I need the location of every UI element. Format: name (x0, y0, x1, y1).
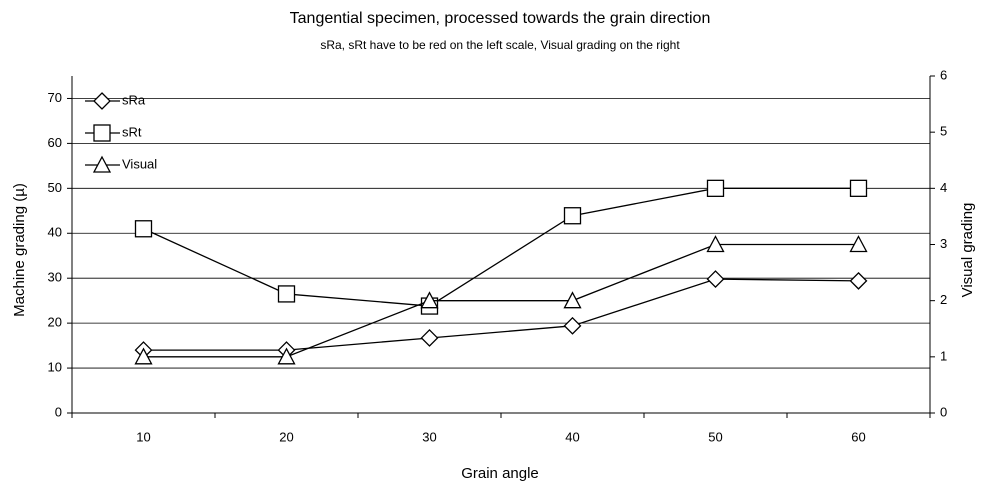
marker (134, 347, 153, 365)
x-tick-label: 50 (708, 429, 722, 444)
marker (849, 271, 868, 290)
y2-tick-label: 4 (940, 180, 947, 195)
y2-axis-label: Visual grading (959, 203, 976, 298)
y2-tick-label: 6 (940, 67, 947, 82)
x-axis-label: Grain angle (461, 465, 539, 482)
x-tick-label: 30 (422, 429, 436, 444)
chart-title: Tangential specimen, processed towards t… (290, 10, 711, 27)
legend-label: Visual (122, 156, 157, 171)
marker (420, 329, 439, 347)
y-tick-label: 70 (48, 90, 62, 105)
y-tick-label: 10 (48, 360, 62, 375)
series-line (143, 278, 859, 351)
chart-subtitle: sRa, sRt have to be red on the left scal… (320, 38, 680, 52)
x-tick-label: 10 (136, 429, 150, 444)
marker (277, 285, 296, 303)
legend-label: sRa (122, 92, 146, 107)
legend-marker (92, 155, 112, 173)
legend-marker (93, 92, 111, 110)
x-tick-label: 60 (851, 429, 865, 444)
marker (706, 179, 725, 197)
marker (563, 207, 582, 225)
marker (134, 220, 153, 238)
y2-tick-label: 2 (940, 292, 947, 307)
marker (706, 235, 725, 253)
y2-tick-label: 3 (940, 236, 947, 251)
y2-tick-label: 5 (940, 124, 947, 139)
y-tick-label: 60 (48, 135, 62, 150)
legend-label: sRt (122, 124, 142, 139)
marker (849, 235, 868, 253)
marker (277, 347, 296, 365)
y2-tick-label: 0 (940, 404, 947, 419)
series-line (143, 187, 859, 307)
y-tick-label: 50 (48, 180, 62, 195)
x-tick-label: 40 (565, 429, 579, 444)
y-tick-label: 40 (48, 225, 62, 240)
marker (563, 316, 582, 335)
marker (420, 291, 439, 309)
series-line (143, 243, 859, 358)
y-tick-label: 30 (48, 270, 62, 285)
marker (706, 270, 725, 289)
y2-tick-label: 1 (940, 348, 947, 363)
marker (563, 291, 582, 309)
y-tick-label: 20 (48, 315, 62, 330)
legend-marker (93, 124, 111, 142)
x-tick-label: 20 (279, 429, 293, 444)
y-axis-label: Machine grading (µ) (11, 183, 28, 317)
y-tick-label: 0 (55, 404, 62, 419)
marker (849, 179, 868, 197)
